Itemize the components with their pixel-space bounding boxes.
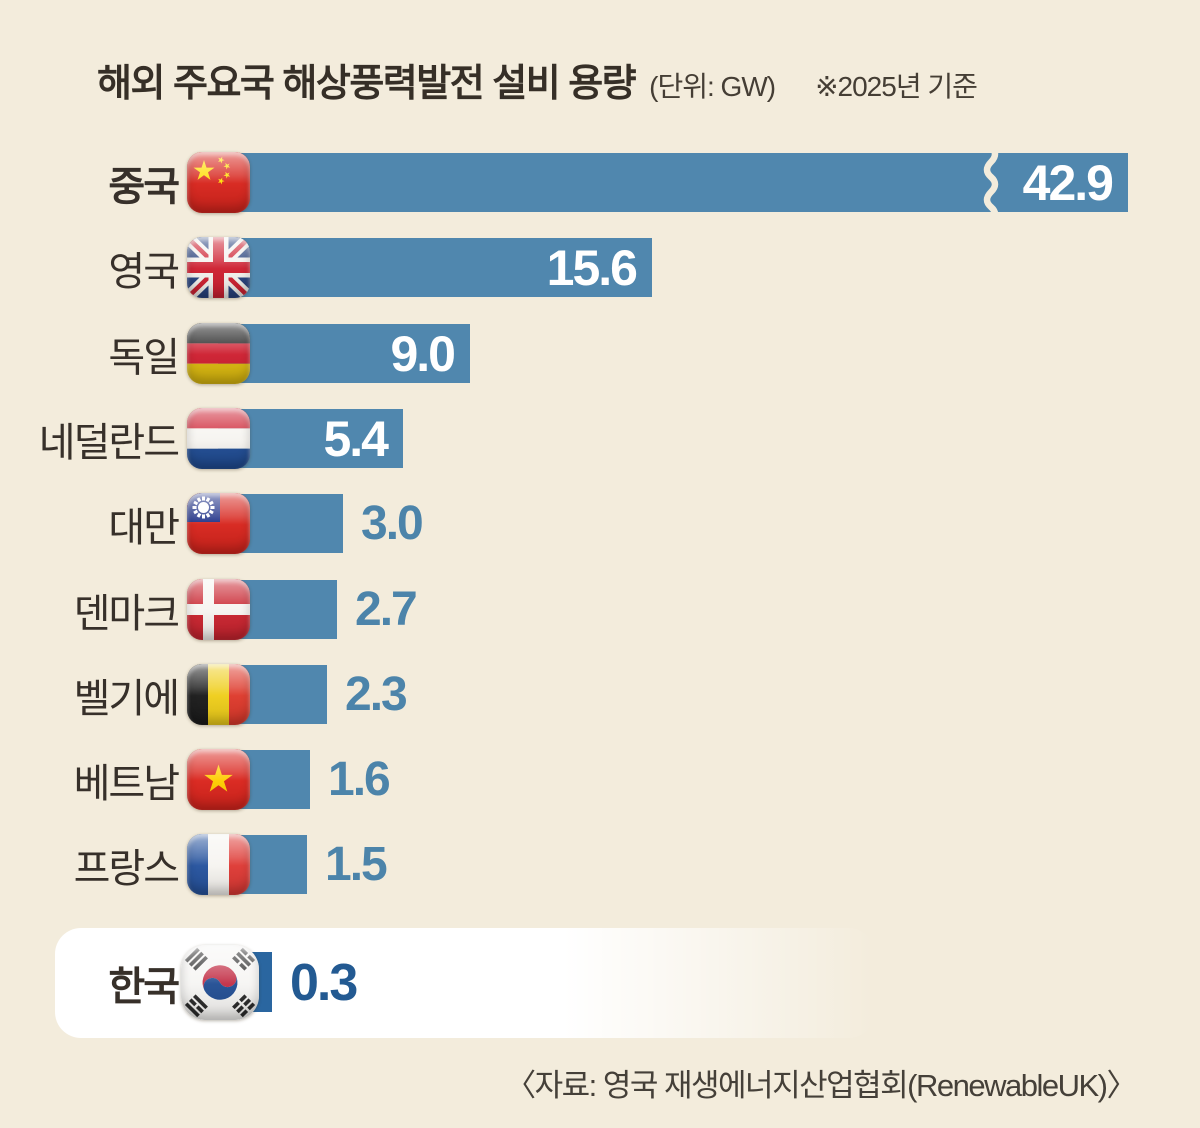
value-label: 9.0: [390, 325, 456, 382]
flag-netherlands-icon: [187, 408, 250, 469]
chart-row-taiwan: 대만 3.0: [0, 493, 1200, 554]
country-label: 중국: [108, 164, 180, 209]
country-label: 독일: [108, 335, 180, 380]
country-label: 영국: [108, 249, 180, 294]
chart-row-france: 프랑스 1.5: [0, 834, 1200, 895]
chart-row-south-korea: 한국 0.3: [0, 945, 1200, 1020]
chart-row-denmark: 덴마크 2.7: [0, 579, 1200, 640]
chart-row-netherlands: 네덜란드 5.4: [0, 408, 1200, 469]
country-label: 베트남: [73, 761, 180, 806]
country-label: 벨기에: [73, 676, 180, 721]
value-label: 42.9: [1022, 154, 1114, 211]
flag-germany-icon: [187, 323, 250, 384]
chart-header: 해외 주요국 해상풍력발전 설비 용량 (단위: GW) ※2025년 기준: [97, 52, 978, 107]
flag-france-icon: [187, 834, 250, 895]
flag-china-icon: [187, 152, 250, 213]
country-label: 프랑스: [73, 846, 180, 891]
country-label: 한국: [108, 964, 180, 1009]
value-label: 0.3: [290, 953, 358, 1012]
value-label: 2.3: [345, 668, 408, 721]
chart-row-vietnam: 베트남 1.6: [0, 749, 1200, 810]
flag-denmark-icon: [187, 579, 250, 640]
chart-row-uk: 영국 15.6: [0, 237, 1200, 298]
bar-break-icon: [983, 150, 999, 217]
value-label: 1.5: [325, 838, 388, 891]
country-label: 대만: [108, 505, 180, 550]
country-label: 네덜란드: [38, 420, 180, 465]
value-label: 3.0: [361, 497, 424, 550]
unit-label: (단위: GW): [649, 71, 776, 102]
flag-uk-icon: [187, 237, 250, 298]
value-label: 5.4: [323, 410, 389, 467]
page-title: 해외 주요국 해상풍력발전 설비 용량: [97, 63, 637, 105]
value-label: 15.6: [546, 239, 638, 296]
flag-belgium-icon: [187, 664, 250, 725]
flag-south-korea-icon: [181, 945, 259, 1020]
chart-row-belgium: 벨기에 2.3: [0, 664, 1200, 725]
flag-vietnam-icon: [187, 749, 250, 810]
chart-row-germany: 독일 9.0: [0, 323, 1200, 384]
value-label: 1.6: [328, 753, 391, 806]
bar-uk: 15.6: [218, 238, 652, 297]
as-of-note: ※2025년 기준: [815, 71, 978, 102]
country-label: 덴마크: [73, 591, 180, 636]
chart-row-china: 중국 42.9: [0, 150, 1200, 217]
value-label: 2.7: [355, 583, 418, 636]
bar-china: 42.9: [218, 150, 1128, 217]
bar-germany: 9.0: [218, 324, 470, 383]
flag-taiwan-icon: [187, 493, 250, 554]
source-note: 〈자료: 영국 재생에너지산업협회(RenewableUK)〉: [505, 1068, 1137, 1103]
